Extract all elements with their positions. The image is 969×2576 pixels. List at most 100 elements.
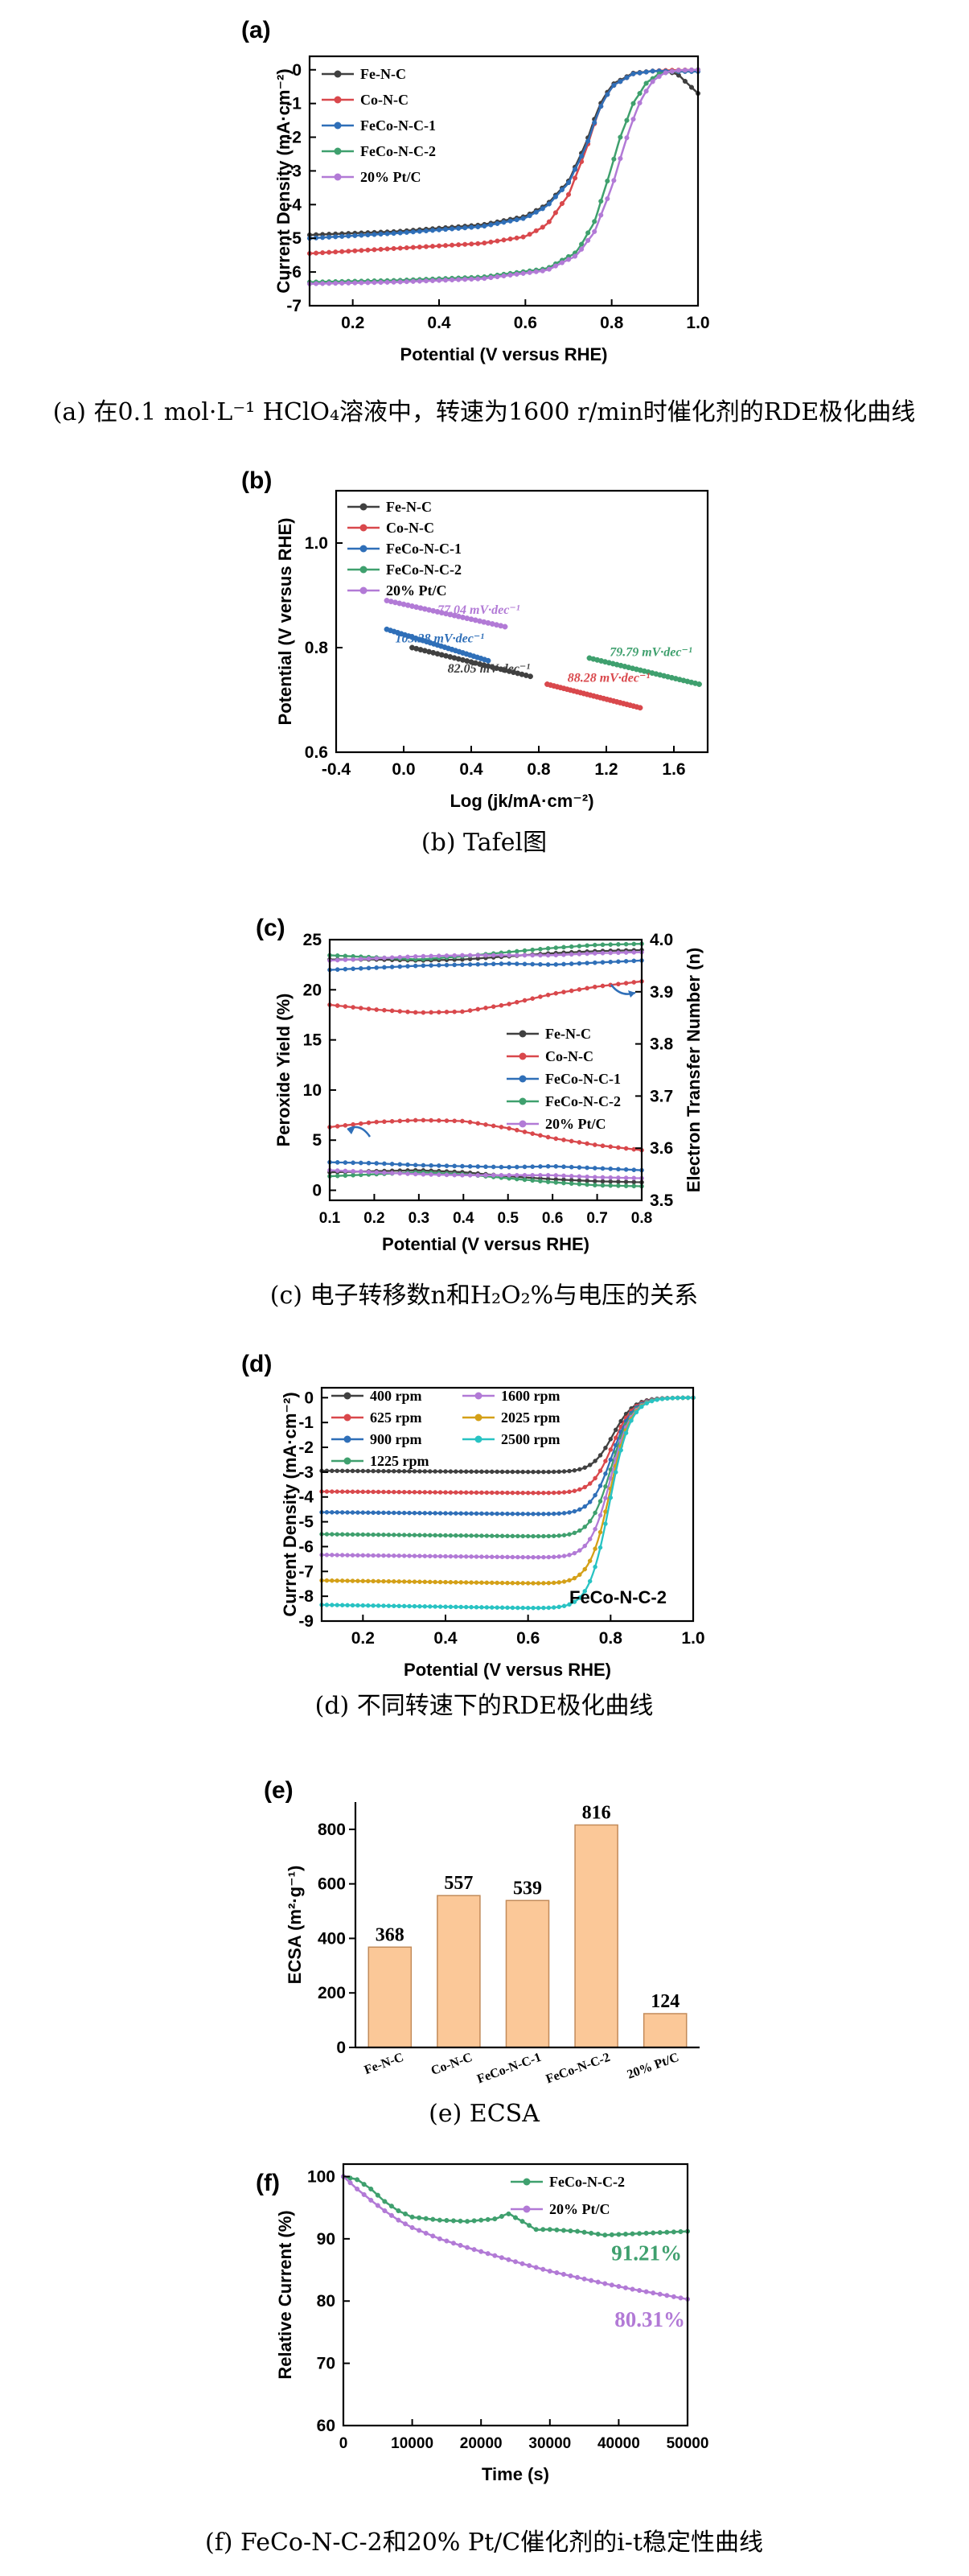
panel-a-20pct-pt-c-marker <box>533 269 539 274</box>
panel-c-peroxide-feco-n-c-1-marker <box>608 1167 614 1171</box>
panel-d-1225-rpm-marker <box>376 1532 381 1537</box>
panel-d-1225-rpm-marker <box>401 1533 407 1537</box>
panel-d-400-rpm-marker <box>597 1453 603 1458</box>
panel-c-peroxide-20pct-pt-c-marker <box>507 1172 511 1178</box>
panel-a-20pct-pt-c-marker <box>630 117 636 122</box>
panel-d-1225-rpm-marker <box>597 1499 603 1504</box>
panel-c-xtick-label: 0.1 <box>319 1210 341 1227</box>
panel-c-n-20pct-pt-c-marker <box>335 957 340 963</box>
panel-c-n-feco-n-c-1-marker <box>343 966 348 972</box>
panel-d-400-rpm-legend-marker <box>343 1392 351 1400</box>
panel-c-peroxide-20pct-pt-c-marker <box>351 1169 355 1174</box>
panel-d-400-rpm-marker <box>360 1468 366 1474</box>
panel-b-feco-n-c-2-legend-marker <box>359 566 367 574</box>
panel-d-2500-rpm-marker <box>593 1564 597 1570</box>
panel-a-co-n-c-marker <box>391 245 396 251</box>
panel-d-900-rpm-legend-marker <box>343 1435 351 1443</box>
panel-d-2500-rpm-marker <box>541 1605 546 1611</box>
panel-d-1600-rpm-marker <box>360 1553 366 1558</box>
panel-d-900-rpm-marker <box>495 1511 499 1516</box>
panel-a-feco-n-c-1-marker <box>605 92 610 97</box>
panel-a-fe-n-c-legend-label: Fe-N-C <box>360 66 406 82</box>
panel-c-n-feco-n-c-1-marker <box>405 964 410 969</box>
panel-d-400-rpm-marker <box>392 1468 396 1474</box>
panel-c-peroxide-feco-n-c-1-marker <box>631 1167 637 1173</box>
panel-d-1225-rpm-legend-label: 1225 rpm <box>370 1453 429 1469</box>
panel-c-peroxide-20pct-pt-c-marker <box>514 1172 519 1178</box>
panel-f-feco-n-c-2-marker <box>540 2227 546 2232</box>
panel-d-2025-rpm-marker <box>366 1578 371 1584</box>
panel-c-peroxide-feco-n-c-2-marker <box>514 1176 519 1182</box>
panel-d-1600-rpm-marker <box>505 1554 510 1560</box>
panel-f-20pct-pt-c-marker <box>540 2266 546 2272</box>
panel-c-peroxide-feco-n-c-2-marker <box>522 1177 528 1183</box>
panel-a-feco-n-c-2-marker <box>611 156 617 162</box>
panel-f-feco-n-c-2-marker <box>651 2230 656 2236</box>
panel-a-feco-n-c-1-marker <box>475 224 481 230</box>
panel-d-900-rpm-marker <box>437 1511 443 1516</box>
panel-f-feco-n-c-2-marker <box>637 2231 643 2237</box>
panel-c-peroxide-20pct-pt-c-marker <box>405 1171 410 1176</box>
panel-d-ytick-label: -1 <box>298 1414 314 1432</box>
panel-f-feco-n-c-2-marker <box>388 2204 394 2209</box>
panel-a-feco-n-c-1-marker <box>507 218 513 224</box>
panel-d-2025-rpm-marker <box>587 1558 593 1563</box>
panel-c-n-feco-n-c-1-marker <box>351 966 355 972</box>
panel-c-peroxide-feco-n-c-1-marker <box>366 1160 372 1166</box>
panel-f-20pct-pt-c-marker <box>458 2242 463 2249</box>
panel-d-1225-rpm-marker <box>603 1483 608 1489</box>
panel-c-n-20pct-pt-c-marker <box>577 952 582 957</box>
panel-c-n-feco-n-c-1-marker <box>561 961 566 967</box>
panel-a-20pct-pt-c-marker <box>643 88 649 94</box>
panel-d-2025-rpm-marker <box>433 1579 437 1585</box>
panel-d-1225-rpm-marker <box>412 1533 417 1537</box>
panel-f-series-20pct-pt-c <box>343 2175 688 2301</box>
panel-c-co-n-c-legend-marker <box>519 1052 527 1060</box>
panel-f-feco-n-c-2-marker <box>450 2218 457 2224</box>
panel-a-20pct-pt-c-marker <box>482 276 487 282</box>
panel-d-1225-rpm-marker <box>366 1532 371 1537</box>
panel-d-2025-rpm-marker <box>536 1581 541 1586</box>
panel-f-feco-n-c-2-marker <box>361 2182 367 2187</box>
panel-d-2025-rpm-marker <box>552 1580 556 1586</box>
panel-c-fe-n-c-legend-marker <box>519 1030 527 1038</box>
panel-d-900-rpm-marker <box>505 1511 510 1516</box>
panel-d-1600-rpm-marker <box>396 1553 401 1558</box>
panel-c-n-20pct-pt-c-marker <box>467 953 473 958</box>
panel-a-feco-n-c-1-marker <box>565 180 572 186</box>
panel-c-n-feco-n-c-1-marker <box>585 961 589 965</box>
panel-a-20pct-pt-c-marker <box>443 278 449 283</box>
panel-d-2500-rpm-marker <box>525 1605 531 1611</box>
panel-c-n-feco-n-c-1-marker <box>538 961 543 967</box>
panel-c-n-feco-n-c-2-marker <box>553 945 559 950</box>
panel-c-y2label: Electron Transfer Number (n) <box>684 948 704 1192</box>
panel-d-900-rpm-marker <box>443 1511 448 1516</box>
panel-a-co-n-c-marker <box>565 191 572 197</box>
panel-a-co-n-c-marker <box>501 237 507 243</box>
panel-d-900-rpm-marker <box>339 1510 345 1515</box>
panel-c-n-co-n-c-marker <box>491 1004 496 1010</box>
panel-d-400-rpm-marker <box>552 1469 556 1475</box>
panel-c-n-co-n-c-marker <box>429 1010 433 1015</box>
panel-a-20pct-pt-c-legend-marker <box>334 173 342 181</box>
panel-d-625-rpm-marker <box>433 1490 437 1495</box>
panel-d-2500-rpm-marker <box>608 1495 614 1500</box>
panel-c-peroxide-20pct-pt-c-marker <box>561 1173 566 1179</box>
panel-b-feco-n-c-2-legend-label: FeCo-N-C-2 <box>386 562 462 578</box>
panel-b-slope-label-co-n-c: 88.28 mV·dec⁻¹ <box>568 671 651 685</box>
panel-e-ytick-label: 0 <box>336 2039 346 2057</box>
panel-c-n-co-n-c-marker <box>397 1009 403 1014</box>
panel-f-feco-n-c-2-marker <box>602 2232 608 2238</box>
panel-d-625-rpm-marker <box>531 1490 536 1496</box>
panel-d-1225-rpm-marker <box>525 1533 531 1539</box>
panel-d-2500-rpm-marker <box>355 1603 360 1608</box>
panel-a-co-n-c-marker <box>450 242 455 248</box>
panel-c-peroxide-20pct-pt-c-marker <box>366 1169 372 1175</box>
panel-c-peroxide-co-n-c-marker <box>530 1131 536 1136</box>
panel-d-2025-rpm-marker <box>572 1575 577 1581</box>
panel-a-co-n-c-marker <box>540 224 545 230</box>
panel-a-20pct-pt-c-marker <box>450 277 455 283</box>
panel-c-n-20pct-pt-c-marker <box>569 952 574 957</box>
panel-b-fe-n-c-marker <box>528 673 533 680</box>
